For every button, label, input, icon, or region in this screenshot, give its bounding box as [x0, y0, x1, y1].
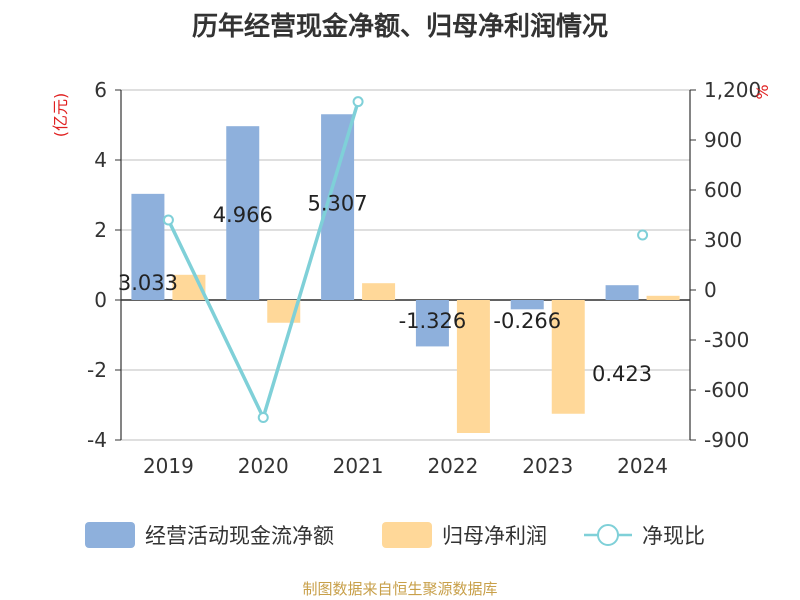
left-axis-unit: (亿元)	[51, 93, 70, 138]
point-cash-ratio	[637, 229, 649, 241]
left-tick-label: 6	[94, 78, 107, 102]
x-tick-label: 2021	[333, 454, 384, 478]
right-tick-label: 0	[704, 278, 717, 302]
x-tick-label: 2023	[522, 454, 573, 478]
data-label: -1.326	[399, 309, 467, 333]
left-tick-label: -4	[87, 428, 107, 452]
right-axis-unit: %	[753, 84, 772, 99]
legend-label: 经营活动现金流净额	[145, 524, 334, 548]
bar-operating-cash-flow	[415, 300, 449, 347]
data-label: 5.307	[308, 191, 368, 215]
bar-operating-cash-flow	[226, 126, 260, 300]
data-label: 0.423	[592, 362, 652, 386]
right-tick-label: -600	[704, 378, 749, 402]
data-label: 3.033	[118, 271, 178, 295]
legend-marker	[597, 524, 619, 546]
bar-net-profit	[456, 300, 490, 433]
x-tick-label: 2022	[427, 454, 478, 478]
right-tick-label: -900	[704, 428, 749, 452]
bar-operating-cash-flow	[605, 285, 639, 300]
right-tick-label: 600	[704, 178, 742, 202]
bar-operating-cash-flow	[131, 193, 165, 300]
legend-label: 归母净利润	[442, 524, 547, 548]
point-cash-ratio	[352, 96, 364, 108]
x-tick-label: 2020	[238, 454, 289, 478]
point-cash-ratio	[257, 412, 269, 423]
left-tick-label: 4	[94, 148, 107, 172]
source-note: 制图数据来自恒生聚源数据库	[302, 580, 498, 598]
right-tick-label: 900	[704, 128, 742, 152]
bar-net-profit	[646, 295, 680, 300]
x-tick-label: 2019	[143, 454, 194, 478]
right-tick-label: 1,200	[704, 78, 761, 102]
left-tick-label: 2	[94, 218, 107, 242]
chart-title: 历年经营现金净额、归母净利润情况	[191, 12, 608, 42]
x-tick-label: 2024	[617, 454, 668, 478]
line-segment-cash-ratio	[261, 99, 360, 420]
bar-net-profit	[551, 300, 585, 414]
right-tick-label: 300	[704, 228, 742, 252]
line-segment-cash-ratio	[166, 218, 265, 420]
bar-operating-cash-flow	[510, 300, 544, 310]
data-label: 4.966	[213, 203, 273, 227]
right-tick-label: -300	[704, 328, 749, 352]
left-tick-label: -2	[87, 358, 107, 382]
left-tick-label: 0	[94, 288, 107, 312]
legend-swatch	[85, 522, 135, 548]
bar-net-profit	[362, 283, 396, 300]
legend-swatch	[382, 522, 432, 548]
data-label: -0.266	[493, 309, 561, 333]
legend-label: 净现比	[642, 524, 705, 548]
point-cash-ratio	[162, 214, 174, 226]
